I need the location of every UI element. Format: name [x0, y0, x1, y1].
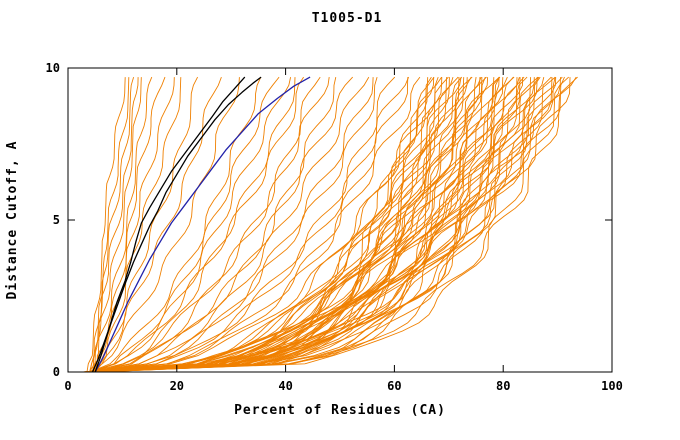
ensemble-curve	[89, 76, 354, 373]
ensemble-curve	[88, 77, 477, 373]
ensemble-curve	[84, 76, 556, 373]
x-tick-label: 40	[278, 379, 292, 393]
ensemble-curve	[94, 76, 500, 373]
ensemble-curve	[97, 77, 489, 373]
ensemble-curve	[93, 76, 565, 373]
ensemble-curve	[89, 76, 449, 373]
ensemble-curve	[83, 76, 556, 373]
ensemble-curve	[96, 77, 553, 373]
ensemble-curve	[87, 77, 450, 373]
highlight-curve-model-black-2	[94, 76, 246, 373]
ensemble-curve	[94, 77, 142, 373]
ensemble-curves-layer	[83, 76, 578, 373]
ensemble-curve	[97, 76, 578, 373]
ensemble-curve	[89, 76, 262, 373]
ensemble-curve	[95, 77, 296, 373]
x-tick-label: 60	[387, 379, 401, 393]
ensemble-curve	[91, 77, 532, 373]
axes-layer: 0 20 40 60 80 100 0 5 10	[46, 61, 623, 393]
ensemble-curve	[86, 77, 500, 373]
ensemble-curve	[92, 77, 538, 373]
ensemble-curve	[83, 76, 508, 373]
ensemble-curve	[94, 76, 577, 373]
x-tick-label: 80	[496, 379, 510, 393]
ensemble-curve	[83, 77, 462, 373]
ensemble-curve	[95, 76, 501, 373]
ensemble-curve	[90, 76, 304, 373]
ensemble-curve	[89, 77, 504, 373]
ensemble-curve	[83, 77, 535, 373]
ensemble-curve	[94, 76, 321, 373]
ensemble-curve	[89, 77, 292, 373]
x-tick-label: 100	[601, 379, 623, 393]
ensemble-curve	[95, 77, 337, 373]
ensemble-curve	[91, 76, 563, 373]
y-tick-label: 10	[46, 61, 60, 75]
x-tick-label: 0	[64, 379, 71, 393]
ensemble-curve	[89, 77, 374, 373]
ensemble-curve	[96, 77, 429, 373]
ensemble-curve	[86, 77, 126, 373]
ensemble-curve	[93, 77, 495, 373]
ensemble-curve	[88, 76, 482, 373]
ensemble-curve	[88, 76, 552, 373]
ensemble-curve	[97, 77, 561, 373]
ensemble-curve	[95, 76, 421, 373]
ensemble-curve	[94, 76, 410, 373]
y-axis-label: Distance Cutoff, A	[5, 141, 20, 300]
ensemble-curve	[88, 77, 330, 373]
ensemble-curve	[98, 76, 501, 373]
ensemble-curve	[89, 77, 409, 373]
ensemble-curve	[85, 76, 514, 373]
ensemble-curve	[87, 77, 571, 373]
y-tick-label: 5	[53, 213, 60, 227]
ensemble-curve	[92, 76, 487, 373]
highlight-curve-model-blue	[94, 76, 311, 373]
x-axis-label: Percent of Residues (CA)	[234, 403, 446, 418]
ensemble-curve	[92, 76, 153, 373]
ensemble-curve	[89, 77, 435, 373]
ensemble-curve	[94, 76, 222, 373]
ensemble-curve	[89, 77, 175, 373]
ensemble-curve	[91, 76, 442, 373]
chart-title: T1005-D1	[312, 11, 383, 26]
ensemble-curve	[95, 77, 182, 373]
ensemble-curve	[84, 76, 439, 373]
ensemble-curve	[92, 76, 135, 373]
x-tick-label: 20	[170, 379, 184, 393]
ensemble-curve	[92, 76, 199, 373]
ensemble-curve	[97, 77, 443, 373]
y-tick-label: 0	[53, 365, 60, 379]
ensemble-curve	[89, 76, 570, 373]
ensemble-curve	[88, 77, 557, 373]
ensemble-curve	[92, 76, 528, 373]
ensemble-curve	[92, 77, 468, 373]
ensemble-curve	[93, 77, 448, 373]
ensemble-curve	[91, 76, 520, 373]
ensemble-curve	[96, 76, 378, 373]
highlight-curves-layer	[91, 76, 311, 373]
ensemble-curve	[89, 77, 139, 373]
ensemble-curve	[89, 77, 240, 373]
ensemble-curve	[94, 76, 370, 373]
